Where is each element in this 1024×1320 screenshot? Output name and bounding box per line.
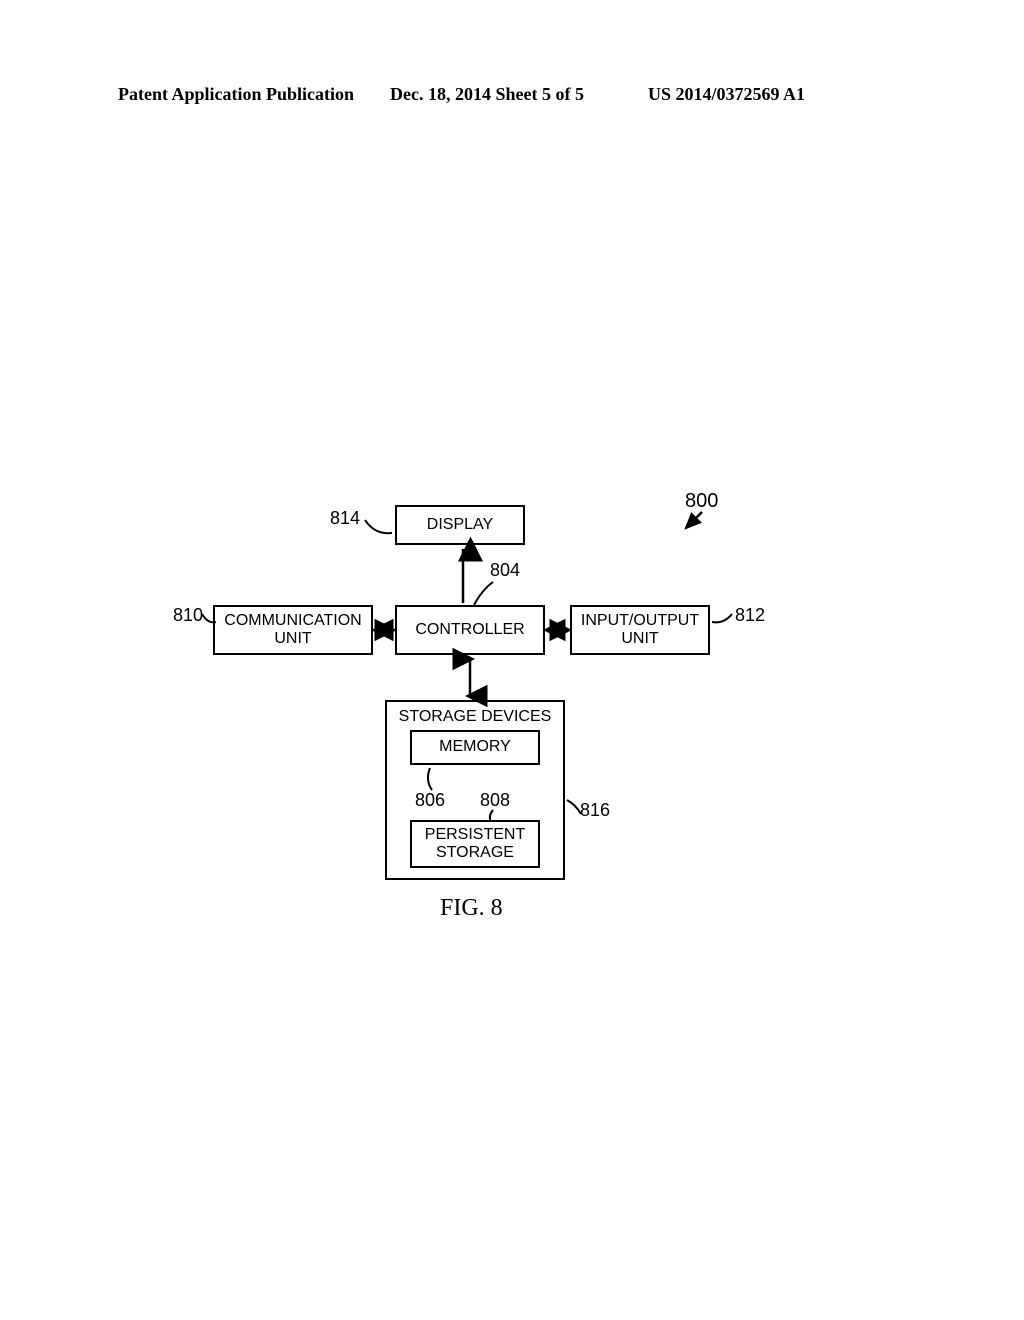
leader-804 [470, 580, 500, 608]
arrow-controller-storage [462, 655, 478, 700]
ref-812: 812 [735, 605, 765, 626]
leader-814 [360, 515, 395, 535]
communication-unit-label: COMMUNICATION UNIT [224, 612, 361, 649]
io-unit-label: INPUT/OUTPUT UNIT [581, 612, 699, 649]
ref-806: 806 [415, 790, 445, 811]
ref-814: 814 [330, 508, 360, 529]
storage-devices-label: STORAGE DEVICES [399, 708, 552, 726]
leader-806 [420, 766, 440, 791]
communication-unit-box: COMMUNICATION UNIT [213, 605, 373, 655]
persistent-storage-box: PERSISTENT STORAGE [410, 820, 540, 868]
controller-box-label: CONTROLLER [415, 621, 524, 639]
leader-800-arrow [680, 510, 710, 535]
arrow-controller-io [545, 622, 570, 638]
persistent-storage-label: PERSISTENT STORAGE [425, 826, 525, 863]
ref-804: 804 [490, 560, 520, 581]
figure-caption: FIG. 8 [440, 895, 503, 922]
ref-810: 810 [173, 605, 203, 626]
controller-box: CONTROLLER [395, 605, 545, 655]
display-box-label: DISPLAY [427, 516, 493, 534]
figure-8-diagram: DISPLAY 814 CONTROLLER 804 COMMUNICATION… [0, 0, 1024, 1320]
arrow-comm-controller [373, 622, 395, 638]
display-box: DISPLAY [395, 505, 525, 545]
leader-816 [565, 798, 585, 818]
arrow-controller-display [455, 545, 471, 605]
leader-810 [200, 612, 220, 627]
memory-box: MEMORY [410, 730, 540, 765]
io-unit-box: INPUT/OUTPUT UNIT [570, 605, 710, 655]
leader-812 [710, 612, 735, 627]
memory-label: MEMORY [439, 738, 511, 756]
